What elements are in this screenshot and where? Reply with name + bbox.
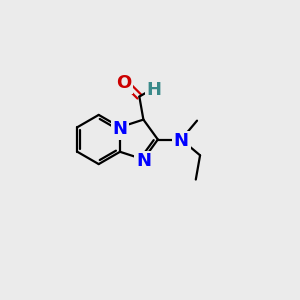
Text: H: H: [147, 81, 162, 99]
Text: O: O: [116, 74, 131, 92]
Text: N: N: [174, 133, 189, 151]
Text: N: N: [112, 120, 128, 138]
Text: N: N: [136, 152, 151, 170]
